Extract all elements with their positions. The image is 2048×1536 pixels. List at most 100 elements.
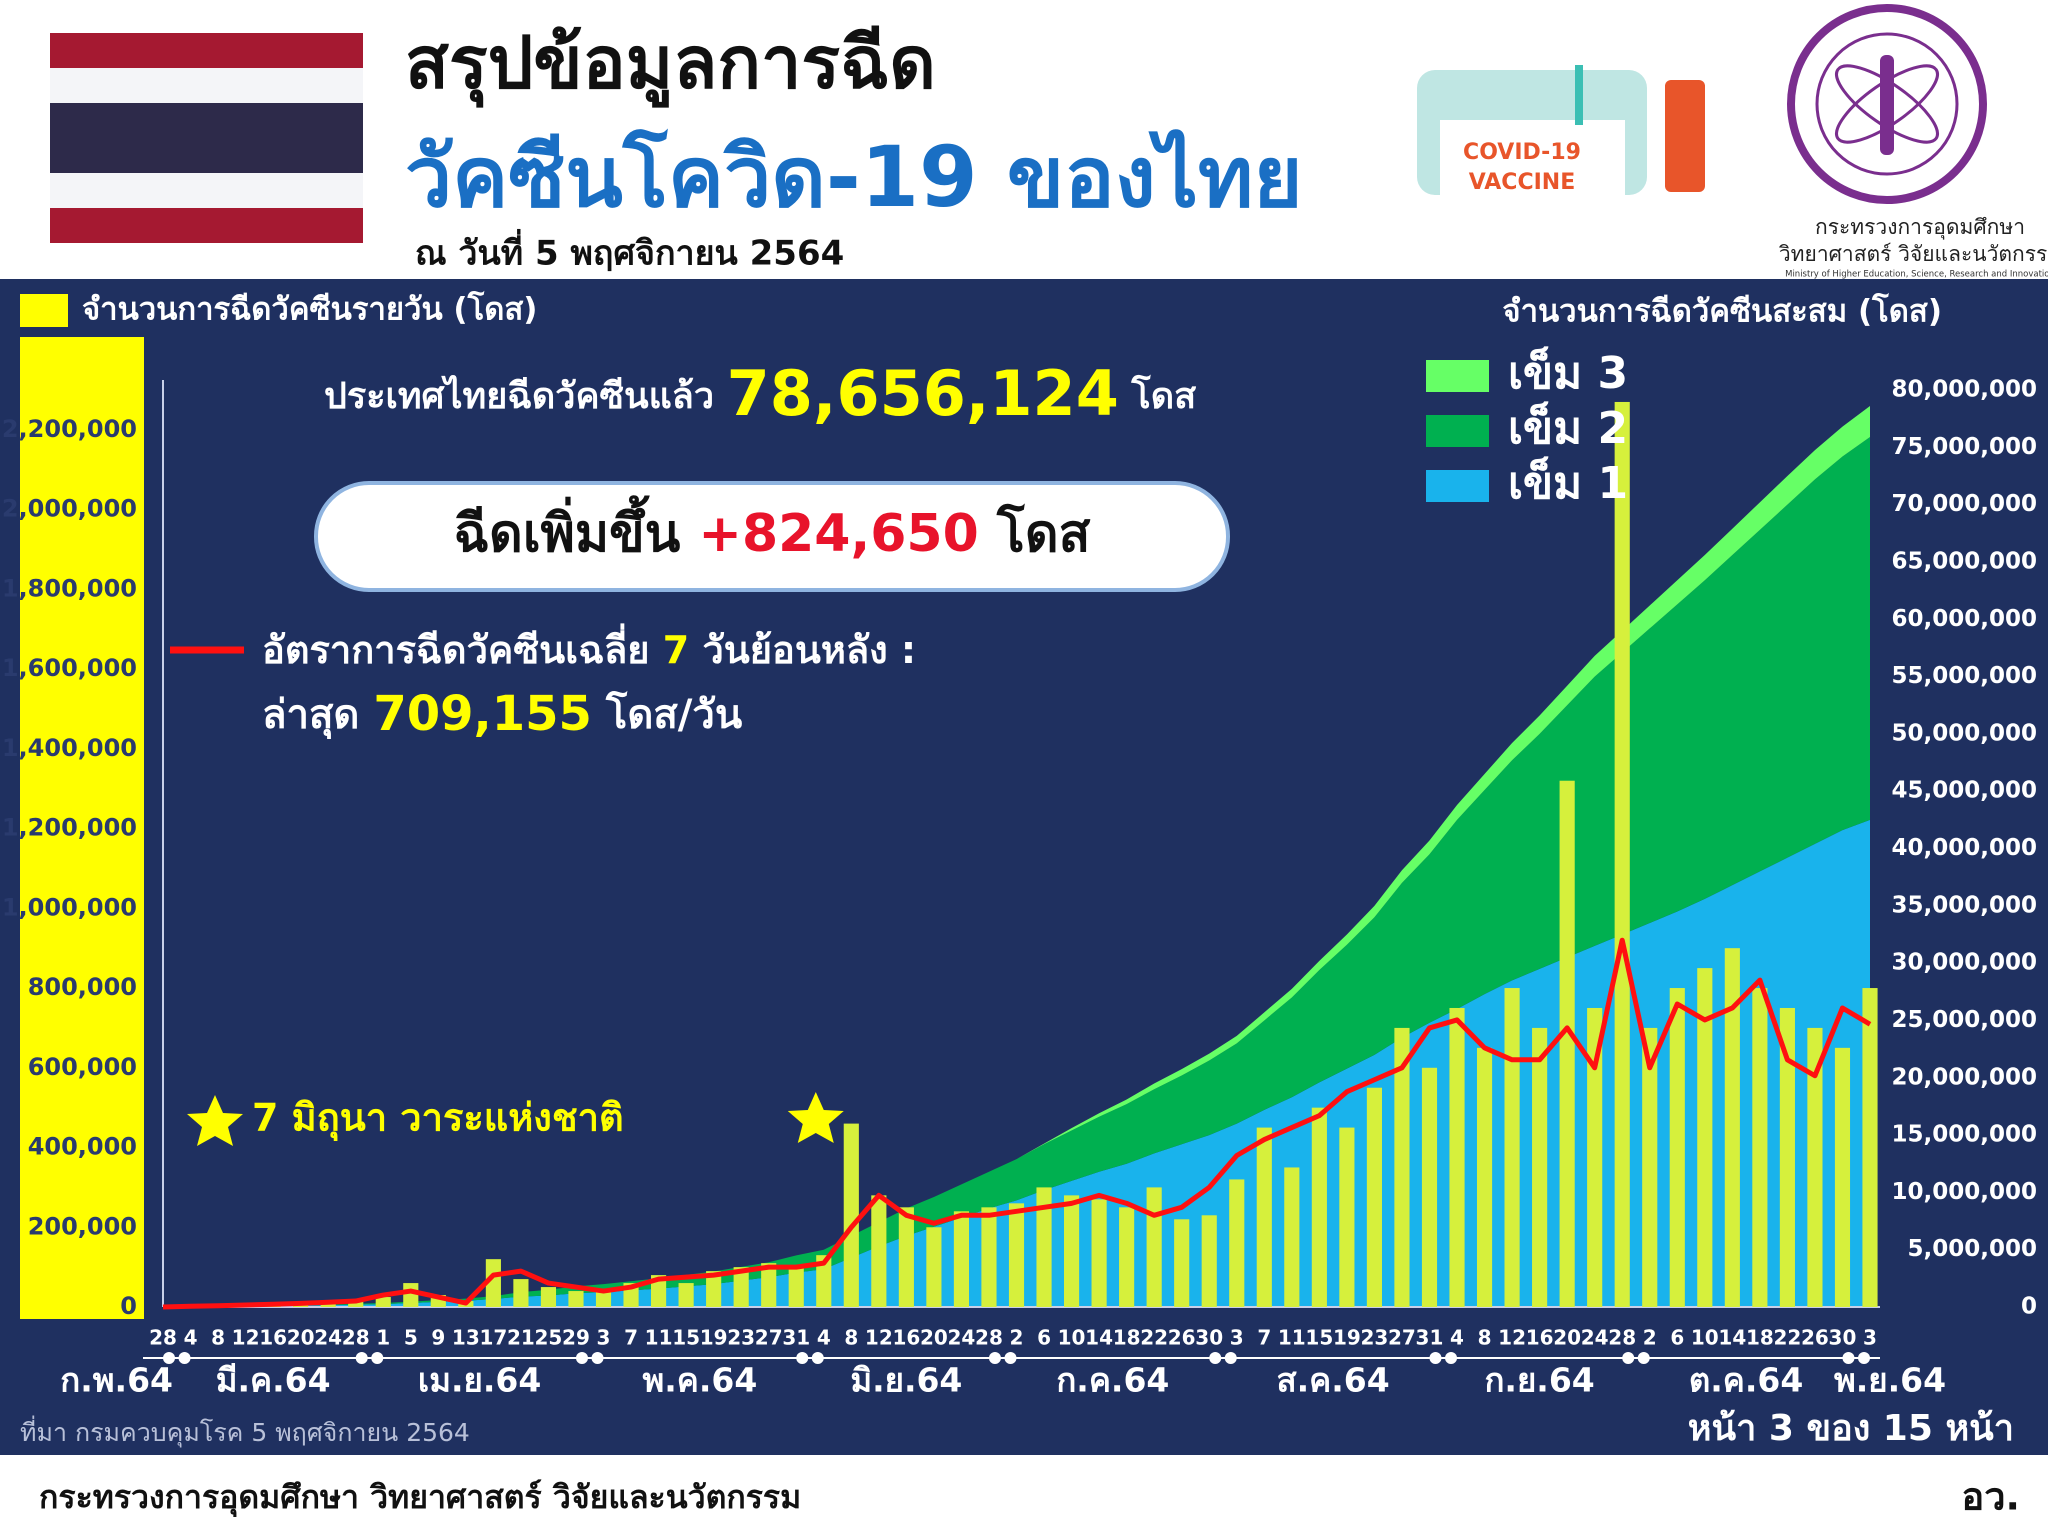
x-tick-label: 17 [479,1326,507,1350]
bar [1284,1167,1300,1307]
bar [651,1275,667,1307]
bar [1614,401,1630,1307]
y-tick-label: 1,800,000 [2,574,137,602]
x-tick-label: 20 [287,1326,315,1350]
x-tick-label: 4 [184,1326,198,1350]
x-tick-label: 5 [404,1326,418,1350]
x-tick-label: 12 [1498,1326,1526,1350]
latest-text: ล่าสุด 709,155 โดส/วัน [262,686,742,742]
bar [1036,1187,1052,1307]
y-tick-label: 2,200,000 [2,415,137,443]
x-tick-label: 19 [700,1326,728,1350]
avg-line [162,937,1872,1310]
y-tick-label: 1,200,000 [2,814,137,842]
x-tick-label: 27 [1388,1326,1416,1350]
bar [843,1123,859,1307]
x-tick-label: 19 [1333,1326,1361,1350]
x-tick-label: 4 [1450,1326,1464,1350]
x-tick-label: 6 [1037,1326,1051,1350]
x-tick-label: 22 [1140,1326,1168,1350]
x-tick-label: 28 [149,1326,177,1350]
y-tick-label: 2,000,000 [2,495,137,523]
x-tick-label: 30 [1829,1326,1857,1350]
x-tick-label: 3 [1230,1326,1244,1350]
area [163,819,1870,1307]
latest-value: 709,155 [373,686,592,742]
y-tick-label: 400,000 [28,1133,137,1161]
latest-unit: โดส/วัน [605,691,742,738]
timeline-dot [1429,1352,1442,1364]
bar [733,1267,749,1307]
bar [1834,1047,1851,1307]
y2-tick-label: 40,000,000 [1891,835,2037,861]
y2-tick-label: 10,000,000 [1891,1179,2037,1205]
avg-days: 7 [663,628,689,672]
x-tick-label: 12 [232,1326,260,1350]
x-tick-label: 23 [1360,1326,1388,1350]
y2-axis-title: จำนวนการฉีดวัคซีนสะสม (โดส) [1502,293,1942,330]
y2-tick-label: 30,000,000 [1891,950,2037,976]
x-tick-label: 25 [535,1326,563,1350]
bar [1119,1207,1135,1307]
bar [1366,1087,1382,1307]
bar [1229,1179,1245,1307]
vaccine-text: COVID-19 [1463,140,1581,165]
y2-tick-label: 5,000,000 [1908,1236,2038,1262]
bar [1063,1195,1080,1307]
logo-orbit [1835,64,1939,144]
thai-flag [50,33,363,243]
x-tick-label: 23 [727,1326,755,1350]
plot-area: 0 200,000 400,000 600,000 800,000 1,000,000 1,… [2,346,2037,1400]
month-label: มี.ค.64 [216,1361,331,1400]
flag-stripe [50,208,363,243]
legend-swatch [1426,470,1489,502]
bar [1091,1199,1107,1307]
x-tick-label: 14 [1718,1326,1746,1350]
bar [375,1297,391,1307]
timeline-dot [1004,1352,1017,1364]
y2-tick-label: 20,000,000 [1891,1064,2037,1090]
y2-tick-label: 75,000,000 [1891,434,2037,460]
bar [816,1255,832,1307]
x-tick-label: 28 [342,1326,370,1350]
y2-tick-label: 65,000,000 [1891,548,2037,574]
legend-label: เข็ม 1 [1508,456,1628,509]
y-tick-label: 800,000 [28,973,137,1001]
bar [1008,1203,1025,1307]
x-tick-label: 2 [1643,1326,1657,1350]
increase-text: ฉีดเพิ่มขึ้น +824,650 โดส [454,495,1091,564]
bar [898,1207,914,1307]
bar [1779,1007,1795,1307]
bar [1504,988,1520,1307]
logo-text: วิทยาศาสตร์ วิจัยและนวัตกรรม [1779,242,2048,266]
star-note: 7 มิถุนา วาระแห่งชาติ [252,1096,624,1142]
y2-tick-label: 80,000,000 [1891,377,2037,403]
latest-prefix: ล่าสุด [262,692,359,740]
x-tick-label: 11 [1278,1326,1306,1350]
timeline-dot [988,1352,1001,1364]
legend-swatch [1426,360,1489,392]
legend-label: เข็ม 3 [1508,346,1628,399]
total-value: 78,656,124 [727,357,1119,430]
bar [1559,780,1575,1307]
x-tick-label: 3 [597,1326,611,1350]
increase-pill [314,481,1230,592]
legend-swatch [1426,415,1489,447]
x-tick-label: 18 [1746,1326,1774,1350]
y-tick-label: 1,600,000 [2,654,137,682]
x-tick-label: 10 [1691,1326,1719,1350]
bar [1752,988,1768,1307]
x-tick-label: 8 [844,1326,858,1350]
month-label: ส.ค.64 [1277,1361,1390,1400]
increase-value: +824,650 [698,504,978,564]
subtitle: วัคซีนโควิด-19 ของไทย [405,128,1303,226]
timeline-dot [591,1352,604,1364]
month-label: มิ.ย.64 [850,1361,962,1400]
x-tick-label: 28 [975,1326,1003,1350]
bar [1394,1027,1410,1307]
timeline-dot [355,1352,368,1364]
bar-legend-swatch [20,294,68,327]
bar [678,1283,694,1307]
flag-stripe [50,33,363,68]
